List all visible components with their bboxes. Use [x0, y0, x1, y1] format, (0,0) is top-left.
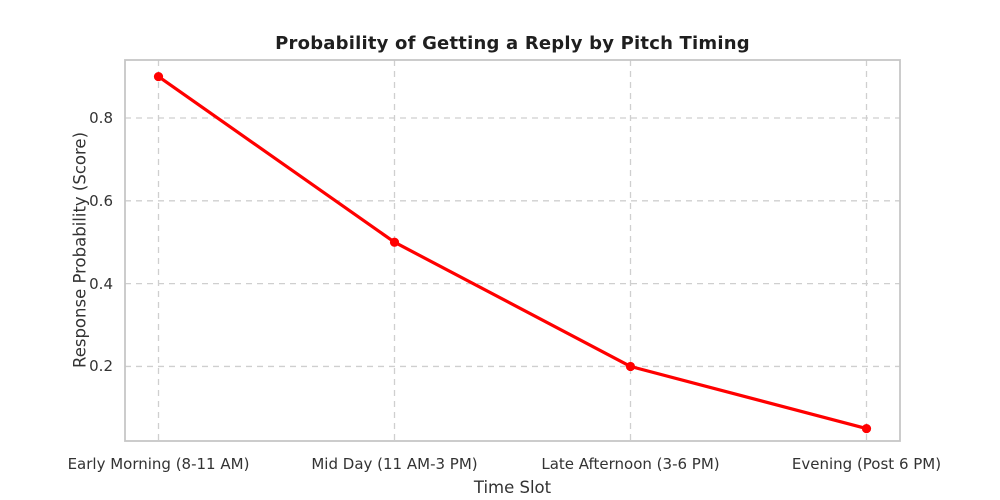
data-point-marker: [153, 71, 164, 82]
x-tick-label: Mid Day (11 AM-3 PM): [311, 455, 478, 473]
y-tick-label: 0.8: [89, 108, 113, 127]
chart-title: Probability of Getting a Reply by Pitch …: [275, 33, 750, 54]
data-point-marker: [389, 237, 400, 247]
data-point-marker: [861, 423, 872, 434]
y-axis-label: Response Probability (Score): [70, 131, 90, 369]
axes-spines: [124, 59, 901, 442]
y-tick-label: 0.2: [89, 357, 113, 376]
x-tick-label: Evening (Post 6 PM): [791, 455, 942, 473]
y-tick-label: 0.4: [89, 274, 113, 293]
x-tick-label: Early Morning (8-11 AM): [67, 455, 250, 473]
x-tick-label: Late Afternoon (3-6 PM): [541, 455, 720, 473]
data-point-marker: [625, 361, 636, 372]
y-tick-label: 0.6: [89, 191, 113, 210]
x-axis-label: Time Slot: [473, 478, 552, 497]
data-line: [156, 74, 869, 431]
